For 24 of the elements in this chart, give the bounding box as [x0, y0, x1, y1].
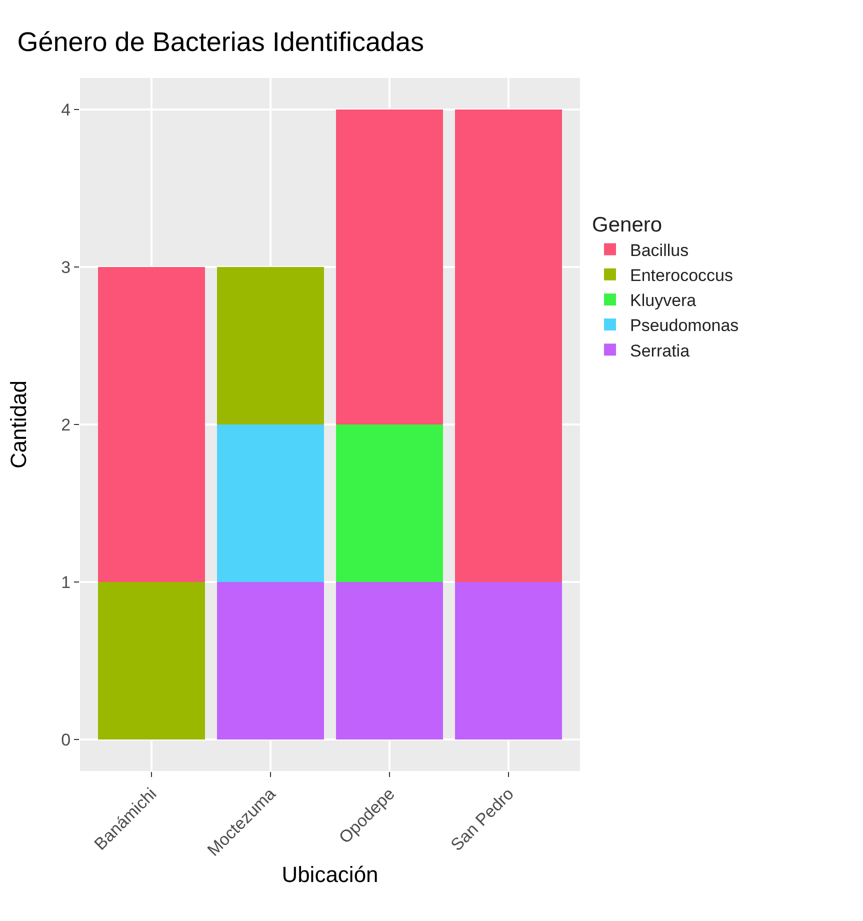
bar [336, 424, 444, 582]
x-axis-title: Ubicación [282, 862, 378, 887]
bar [216, 267, 324, 424]
legend-label: Pseudomonas [630, 316, 739, 336]
y-tick-label: 1 [61, 572, 71, 592]
bar [98, 267, 205, 582]
bar [98, 582, 205, 740]
bar [455, 110, 562, 582]
y-tick-label: 0 [61, 730, 71, 750]
legend-label: Serratia [630, 341, 690, 360]
y-tick-label: 4 [61, 100, 71, 120]
bar [455, 582, 562, 740]
bar [336, 110, 444, 424]
bar [216, 582, 324, 740]
chart-title: Género de Bacterias Identificadas [17, 27, 424, 58]
legend-label: Kluyvera [630, 291, 697, 310]
legend-label: Enterococcus [630, 266, 733, 285]
legend-title: Genero [592, 214, 662, 237]
bar [336, 582, 444, 740]
y-tick-label: 2 [61, 415, 71, 434]
y-tick-label: 3 [61, 258, 71, 277]
bar [216, 424, 324, 582]
legend-label: Bacillus [630, 240, 689, 260]
y-axis-title: Cantidad [6, 380, 31, 469]
